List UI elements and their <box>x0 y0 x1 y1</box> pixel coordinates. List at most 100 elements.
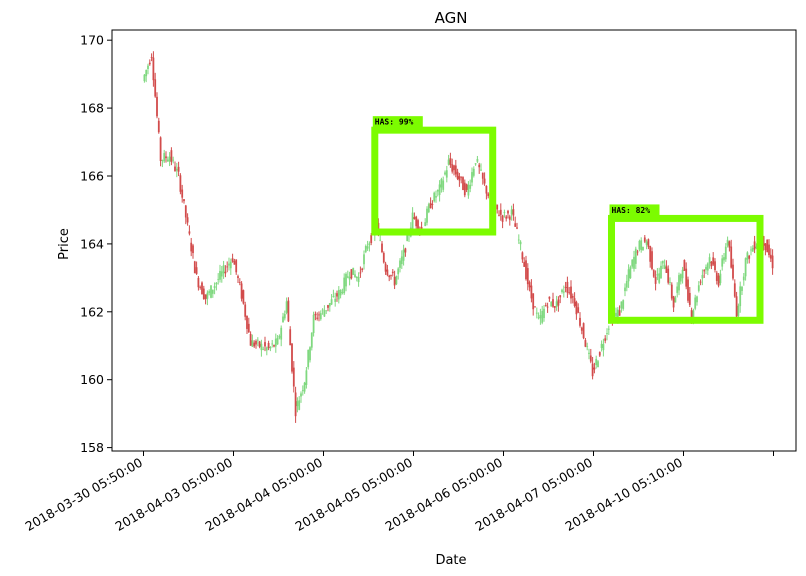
candle-body <box>607 328 610 330</box>
candle-body <box>339 289 342 296</box>
candle-body <box>755 246 758 249</box>
candle-body <box>600 343 603 348</box>
candle-body <box>548 296 551 299</box>
candle-body <box>215 282 218 285</box>
candle-body <box>566 281 569 293</box>
candle-body <box>602 344 605 351</box>
candle-body <box>546 306 549 308</box>
candle-body <box>530 285 533 299</box>
candle-body <box>692 310 695 319</box>
candle-body <box>318 314 320 316</box>
candle-body <box>562 291 565 293</box>
candle-body <box>264 342 266 347</box>
candle-body <box>462 177 464 191</box>
candle-body <box>498 214 500 216</box>
candle-body <box>271 343 274 345</box>
candle-body <box>481 172 484 179</box>
candle-body <box>438 184 441 195</box>
candle-body <box>427 204 430 213</box>
candle-body <box>345 273 347 287</box>
candle-body <box>719 273 722 284</box>
candle-body <box>715 272 718 281</box>
candle-body <box>514 223 517 227</box>
candle-body <box>148 62 151 65</box>
candle-body <box>733 283 736 297</box>
candle-body <box>708 257 711 264</box>
candle-body <box>595 358 598 366</box>
candle-body <box>328 303 331 307</box>
candle-body <box>231 258 234 262</box>
candle-body <box>463 182 466 196</box>
y-tick-label: 162 <box>80 304 104 319</box>
candle-body <box>564 287 567 288</box>
candle-body <box>701 274 704 279</box>
candle-body <box>683 259 686 271</box>
candle-body <box>201 282 203 295</box>
candle-body <box>228 263 230 266</box>
candle-body <box>184 205 187 218</box>
candle-body <box>582 323 585 339</box>
candle-body <box>458 176 461 181</box>
candle-body <box>699 281 702 283</box>
candle-body <box>442 180 445 190</box>
candle-body <box>480 169 482 171</box>
candle-body <box>382 253 385 263</box>
candle-body <box>276 338 279 345</box>
candle-body <box>642 246 644 251</box>
candle-body <box>166 159 169 162</box>
candle-body <box>363 254 365 265</box>
candle-body <box>220 271 223 277</box>
candle-body <box>273 345 275 347</box>
candle-body <box>633 256 635 269</box>
candle-body <box>303 382 306 392</box>
candle-body <box>469 184 472 189</box>
candle-body <box>222 265 225 274</box>
candle-body <box>528 282 531 288</box>
candle-body <box>447 159 450 165</box>
candle-body <box>312 314 315 334</box>
candles-group <box>143 51 774 423</box>
candle-body <box>467 184 470 196</box>
candle-body <box>688 292 691 305</box>
candle-body <box>580 327 583 331</box>
candle-body <box>735 296 738 317</box>
annotation-box <box>608 214 764 324</box>
candle-body <box>445 170 448 178</box>
candle-body <box>543 308 545 319</box>
candle-body <box>690 310 693 321</box>
candle-body <box>521 252 524 260</box>
candle-body <box>764 243 767 251</box>
candle-body <box>370 235 373 244</box>
candle-body <box>400 256 403 265</box>
candle-body <box>496 204 499 210</box>
candle-body <box>746 252 749 260</box>
candle-body <box>721 258 724 267</box>
candle-body <box>219 270 221 280</box>
chart-title: AGN <box>435 9 468 27</box>
annotation-label: HAS: 82% <box>612 206 651 215</box>
candle-body <box>694 297 697 309</box>
candle-body <box>424 222 427 227</box>
candle-body <box>314 313 317 316</box>
candle-body <box>159 137 162 162</box>
candle-body <box>561 289 563 292</box>
candle-body <box>685 268 688 287</box>
annotation-label: HAS: 99% <box>375 118 414 127</box>
candle-body <box>145 69 148 77</box>
candle-body <box>771 255 774 269</box>
candle-body <box>598 352 601 356</box>
plot-frame <box>111 29 797 452</box>
candle-body <box>553 306 556 308</box>
candle-body <box>517 239 520 241</box>
candle-body <box>165 156 167 159</box>
candle-body <box>224 271 227 274</box>
candle-body <box>368 243 371 246</box>
candle-body <box>233 261 236 265</box>
candle-body <box>192 245 194 254</box>
candle-body <box>508 216 511 220</box>
candle-body <box>724 246 727 260</box>
candle-body <box>526 268 529 285</box>
candle-body <box>620 301 623 309</box>
